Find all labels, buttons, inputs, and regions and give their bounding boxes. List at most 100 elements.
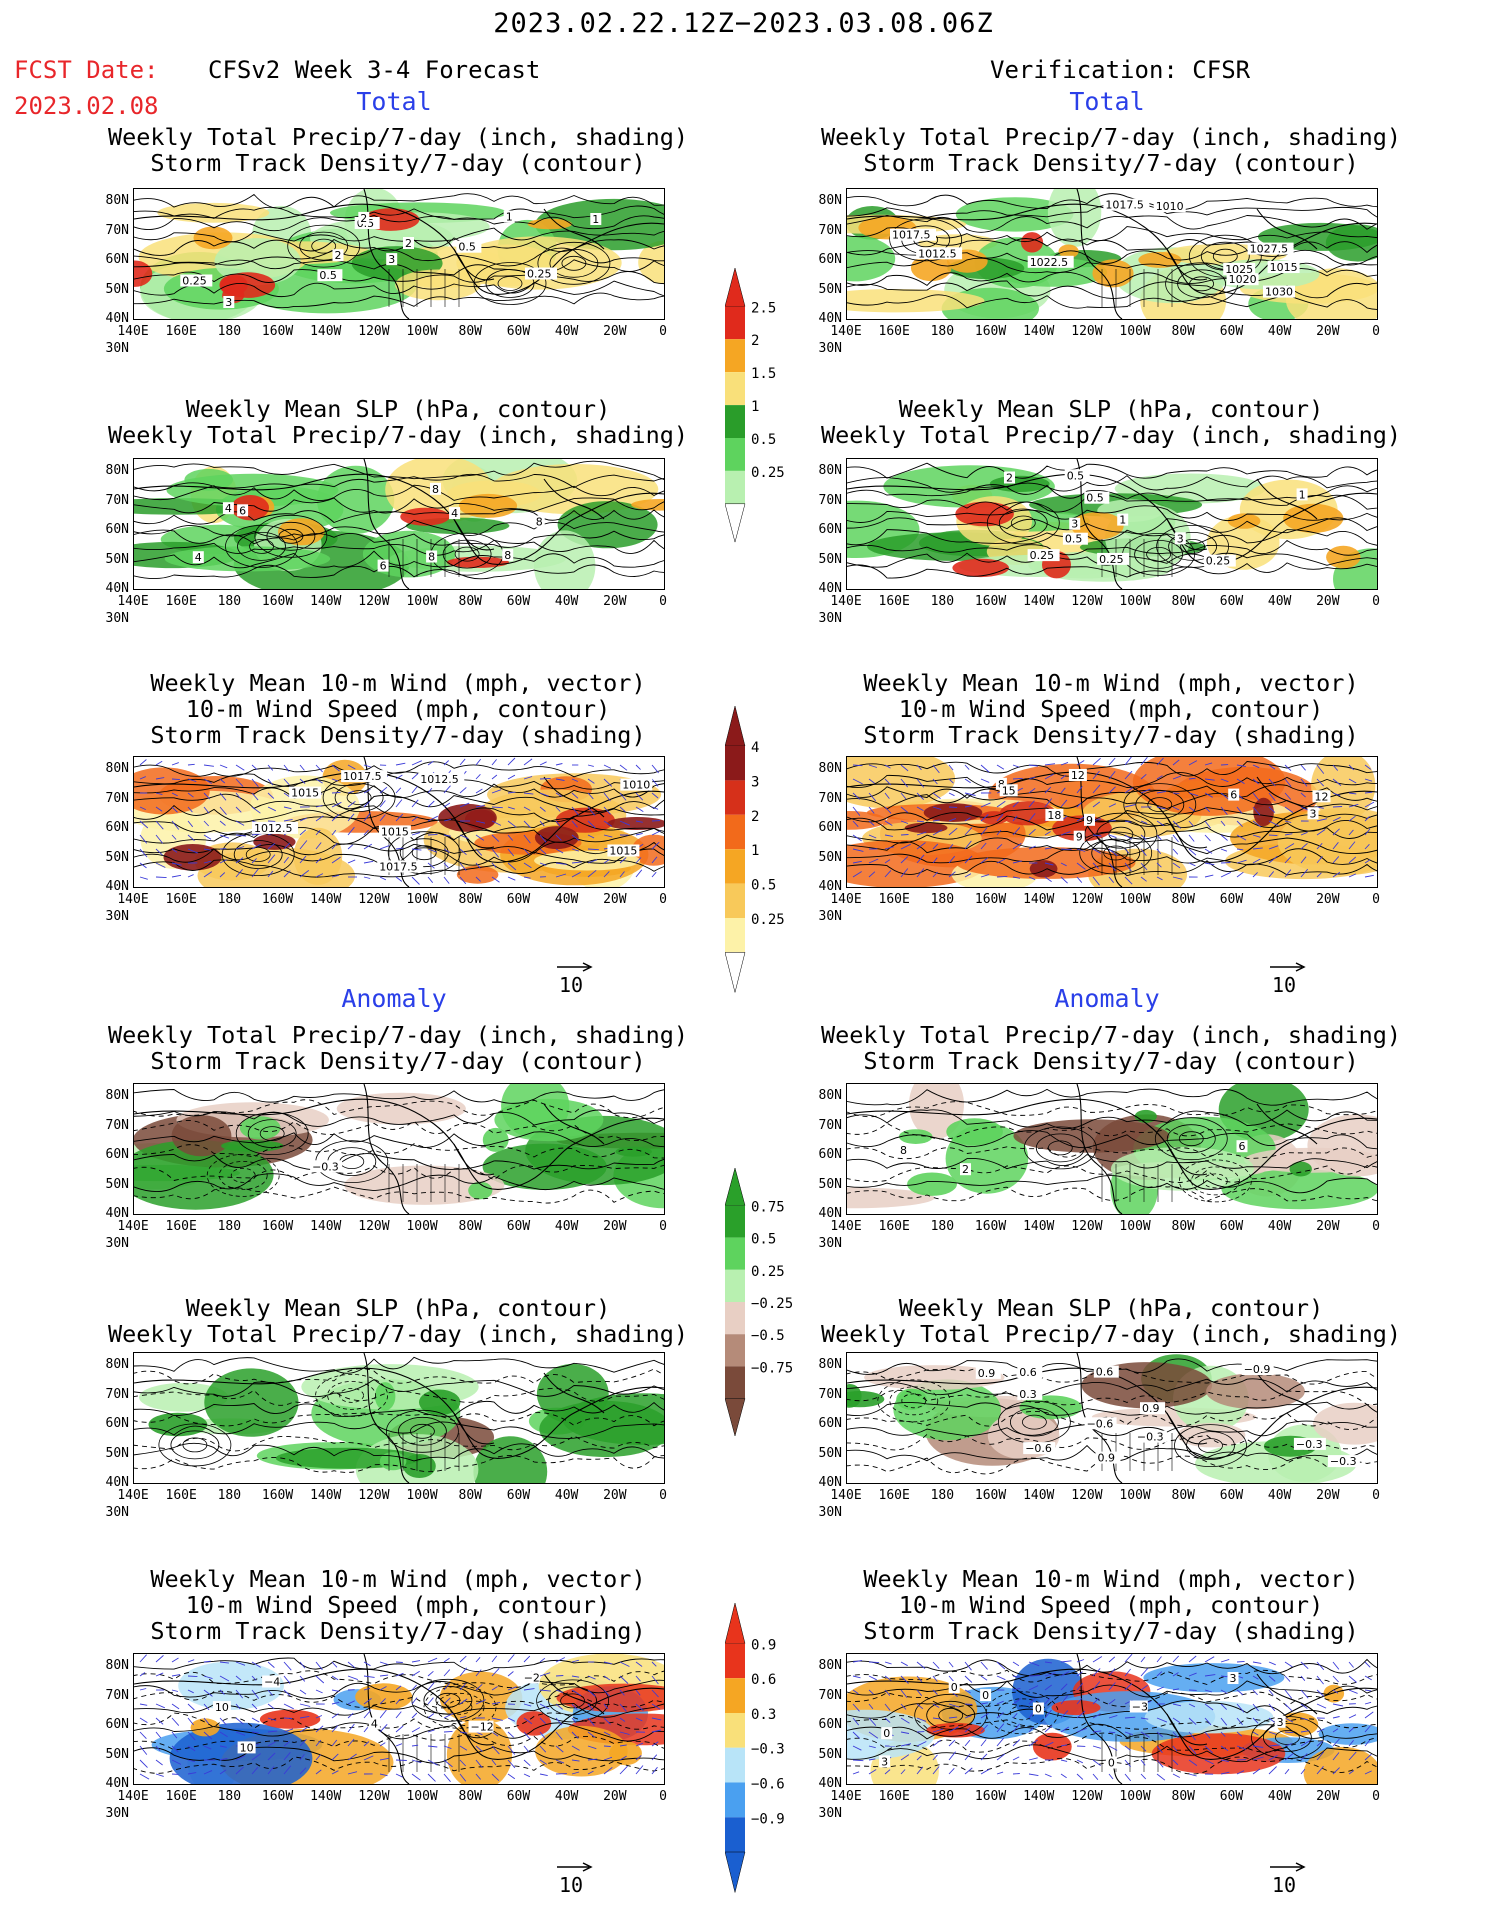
panel-title-line: 10-m Wind Speed (mph, contour) (898, 1591, 1324, 1619)
colorbar-label: 2 (751, 333, 759, 349)
contour-line (134, 858, 664, 878)
wind-vector (507, 1671, 514, 1677)
lon-tick-label: 160W (261, 1488, 294, 1503)
wind-vector (1156, 1686, 1164, 1691)
wind-vector (1044, 1725, 1053, 1733)
contour-label-bg (525, 267, 557, 280)
lon-tick-label: 140W (1023, 594, 1055, 609)
wind-vector (299, 764, 305, 771)
lon-tick-label: 80W (458, 324, 482, 339)
contour-label: 15 (1002, 784, 1016, 797)
wind-vector (619, 1755, 627, 1761)
wind-vector (235, 1703, 241, 1710)
contour-line (847, 280, 1377, 299)
wind-vector (1108, 1698, 1116, 1705)
wind-vector (996, 1661, 1006, 1670)
shading-core (516, 1711, 552, 1736)
wind-vector (1076, 1682, 1084, 1691)
contour-label-bg (620, 778, 653, 791)
wind-vector (1012, 1723, 1020, 1733)
lon-tick-label: 160E (165, 892, 197, 907)
wind-vector (1332, 1703, 1344, 1707)
wind-vector (1364, 791, 1373, 794)
wind-vector (916, 842, 926, 850)
lon-tick-label: 0 (659, 324, 667, 339)
wind-vector (916, 820, 925, 823)
wind-vector (155, 1655, 164, 1663)
panel-title-line: Storm Track Density/7-day (contour) (863, 1047, 1359, 1075)
contour-label-bg (1241, 1363, 1274, 1376)
wind-vector (1364, 1770, 1372, 1775)
wind-vector (555, 1703, 563, 1710)
wind-vector (1284, 1743, 1293, 1747)
wind-vector (1332, 1767, 1340, 1775)
wind-vector (900, 778, 909, 788)
wind-vector (1060, 862, 1067, 867)
wind-vector (1156, 1759, 1164, 1768)
wind-vector (219, 872, 226, 878)
wind-vector (964, 1689, 971, 1694)
wind-vector (251, 1766, 259, 1775)
shading-region (534, 530, 596, 589)
contour-line (847, 1732, 1377, 1753)
lon-tick-label: 20W (603, 594, 627, 609)
wind-vector (1012, 1687, 1021, 1691)
wind-vector (1220, 1703, 1228, 1710)
wind-vector (315, 873, 324, 878)
wind-vector (187, 1659, 195, 1663)
wind-vector (411, 1684, 417, 1691)
wind-vector (1220, 1717, 1228, 1726)
wind-vector (539, 820, 545, 827)
contour-line (847, 294, 1377, 310)
wind-vector (1028, 1685, 1039, 1691)
wind-vector (1332, 1689, 1339, 1694)
wind-vector (1220, 848, 1228, 852)
contour-ring (485, 269, 535, 298)
wind-vector (1236, 1689, 1244, 1696)
wind-vector (539, 806, 546, 812)
lon-tick-label: 40W (554, 594, 579, 609)
wind-vector (555, 763, 563, 766)
wind-vector (1268, 1675, 1276, 1682)
lon-tick-label: 40W (554, 1488, 579, 1503)
contour-line (134, 1712, 664, 1731)
wind-vector (411, 786, 418, 794)
wind-vector (1076, 1698, 1083, 1705)
contour-label: 0.5 (1086, 492, 1104, 505)
lat-tick-label: 30N (105, 1805, 129, 1821)
wind-vector (235, 1755, 245, 1761)
wind-vector (347, 1675, 358, 1681)
wind-vector (980, 827, 988, 836)
panel-title-line: Weekly Mean SLP (hPa, contour) (898, 395, 1324, 423)
wind-vector (1124, 757, 1132, 766)
wind-vector (475, 1745, 483, 1752)
wind-vector (139, 1759, 148, 1768)
wind-vector (651, 871, 657, 878)
lon-tick-label: 0 (659, 1488, 667, 1503)
shading-core (458, 493, 518, 518)
wind-vector (459, 1715, 467, 1719)
lon-tick-label: 160E (878, 324, 910, 339)
lon-tick-label: 180 (930, 1488, 955, 1503)
contour-label: 1017.5 (1105, 199, 1144, 212)
contour-label-bg (430, 482, 441, 495)
shading-core (1323, 1684, 1345, 1703)
wind-vector (171, 1674, 181, 1677)
wind-vector (1028, 764, 1039, 767)
wind-vector (395, 1759, 407, 1761)
wind-vector (555, 1657, 566, 1663)
wind-vector (523, 862, 532, 869)
contour-label: 4 (225, 502, 232, 515)
lon-tick-label: 40W (554, 1789, 579, 1804)
lon-tick-label: 20W (1316, 892, 1340, 907)
wind-vector (187, 1703, 195, 1711)
wind-vector (1092, 848, 1101, 854)
lon-tick-label: 20W (603, 1219, 627, 1234)
wind-vector (203, 806, 210, 814)
wind-vector (1204, 792, 1213, 798)
contour-ring (287, 224, 361, 268)
contour-label: 2 (360, 212, 367, 225)
contour-line (847, 1658, 1377, 1677)
contour-label-bg (1093, 1365, 1119, 1378)
wind-vector (331, 791, 341, 794)
